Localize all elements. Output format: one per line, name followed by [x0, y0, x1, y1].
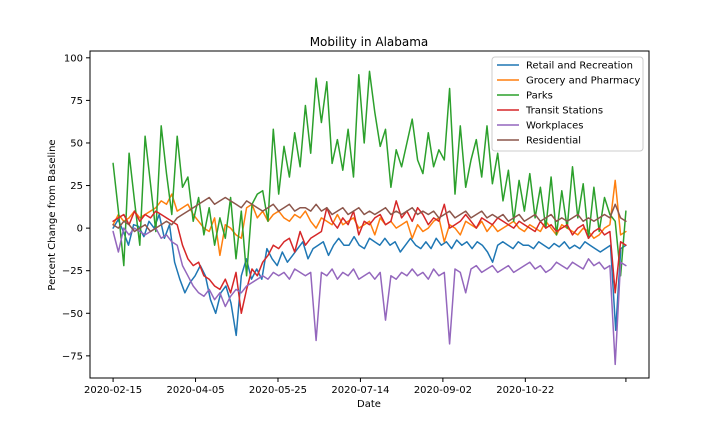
x-tick-label: 2020-04-05 — [166, 385, 224, 396]
axis-ticks: 2020-02-15 2020-04-05 2020-05-25 2020-07-14… — [62, 53, 627, 396]
y-tick-label: −75 — [62, 351, 83, 362]
y-axis-title: Percent Change from Baseline — [47, 139, 58, 290]
legend-label-0: Retail and Recreation — [526, 61, 633, 72]
legend-label-1: Grocery and Pharmacy — [526, 76, 640, 87]
legend-label-4: Workplaces — [526, 121, 583, 132]
x-tick-label: 2020-07-14 — [331, 385, 389, 396]
x-tick-label: 2020-02-15 — [84, 385, 142, 396]
y-tick-label: 0 — [77, 224, 83, 235]
y-tick-label: 100 — [64, 53, 83, 64]
plot-frame — [89, 50, 650, 379]
x-tick-label: 2020-05-25 — [249, 385, 307, 396]
y-tick-label: −25 — [62, 266, 83, 277]
y-tick-label: 25 — [70, 181, 83, 192]
legend-label-3: Transit Stations — [525, 106, 603, 117]
series-line-0 — [112, 213, 627, 337]
chart-title: Mobility in Alabama — [310, 35, 429, 49]
legend-label-2: Parks — [526, 91, 553, 102]
legend-box — [491, 56, 644, 152]
legend-label-5: Residential — [526, 136, 581, 147]
series-line-4 — [112, 227, 627, 366]
series-line-2 — [112, 70, 627, 277]
y-tick-label: 75 — [70, 96, 83, 107]
series-line-1 — [112, 179, 627, 257]
y-tick-label: 50 — [70, 138, 83, 149]
x-tick-label: 2020-09-02 — [414, 385, 472, 396]
legend: Retail and Recreation Grocery and Pharmac… — [491, 56, 644, 152]
series-line-5 — [112, 196, 627, 233]
x-axis-title: Date — [357, 399, 381, 410]
x-tick-label: 2020-10-22 — [496, 385, 554, 396]
series-lines — [112, 70, 627, 366]
y-tick-label: −50 — [62, 309, 83, 320]
